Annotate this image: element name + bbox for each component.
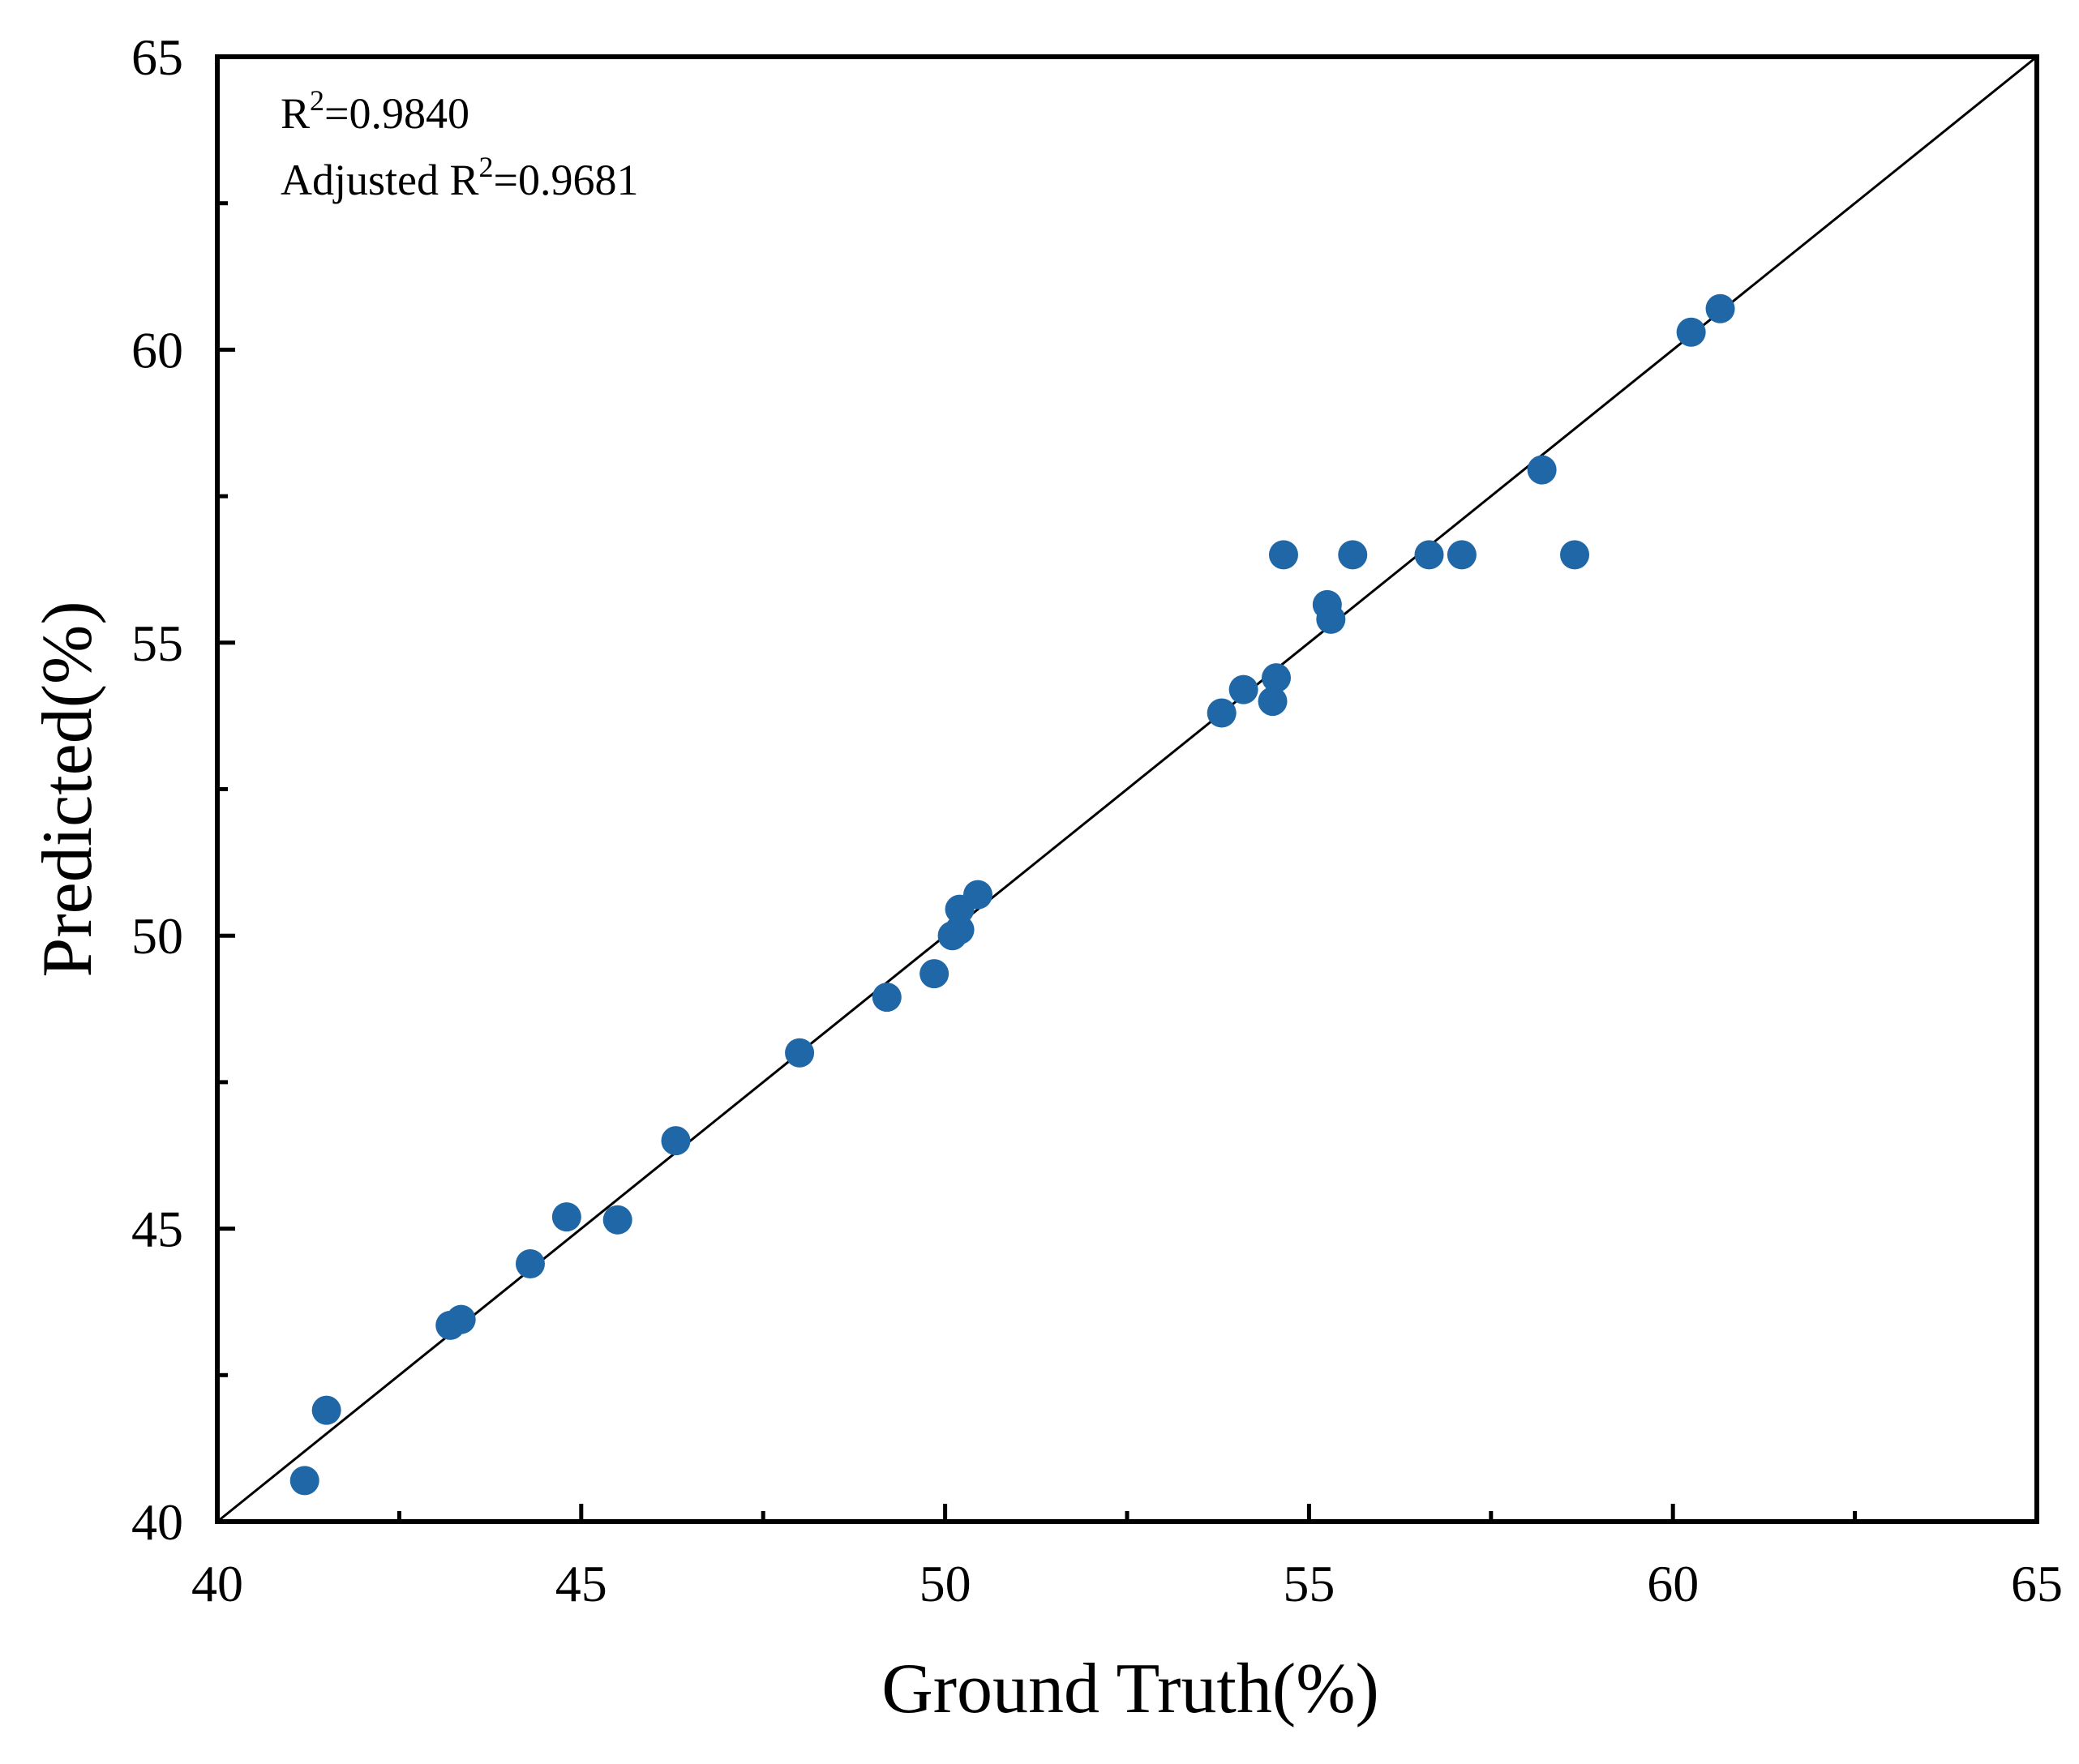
identity-line bbox=[216, 55, 2038, 1523]
data-point-9 bbox=[785, 1038, 815, 1068]
axis-labels: 40 45 50 55 60 65 40 45 50 55 60 65 Ground Truth(%) P… bbox=[28, 28, 2063, 1728]
plot-area bbox=[216, 55, 2038, 1523]
data-point-7 bbox=[602, 1205, 632, 1235]
y-tick-label: 65 bbox=[131, 28, 183, 86]
data-point-23 bbox=[1338, 540, 1368, 570]
data-point-4 bbox=[446, 1304, 476, 1334]
y-tick-label: 60 bbox=[131, 321, 183, 379]
data-point-22 bbox=[1316, 604, 1346, 634]
data-point-17 bbox=[1228, 674, 1258, 704]
data-point-24 bbox=[1414, 540, 1444, 570]
x-axis-title: Ground Truth(%) bbox=[881, 1650, 1379, 1728]
data-point-25 bbox=[1447, 540, 1477, 570]
y-tick-label: 50 bbox=[131, 907, 183, 965]
data-point-1 bbox=[289, 1466, 319, 1496]
y-tick-label: 40 bbox=[131, 1493, 183, 1551]
x-tick-label: 65 bbox=[2011, 1555, 2063, 1612]
y-tick-label: 55 bbox=[131, 614, 183, 672]
data-point-27 bbox=[1560, 540, 1590, 570]
x-tick-label: 40 bbox=[191, 1555, 243, 1612]
data-point-19 bbox=[1262, 663, 1292, 693]
y-tick-label: 45 bbox=[131, 1201, 183, 1258]
data-point-18 bbox=[1258, 687, 1288, 717]
data-point-8 bbox=[661, 1126, 691, 1156]
x-tick-label: 55 bbox=[1283, 1555, 1335, 1612]
data-point-20 bbox=[1268, 540, 1298, 570]
data-point-15 bbox=[962, 880, 992, 910]
data-point-11 bbox=[919, 959, 949, 989]
x-tick-label: 60 bbox=[1647, 1555, 1699, 1612]
data-point-5 bbox=[515, 1248, 545, 1278]
x-tick-label: 45 bbox=[555, 1555, 607, 1612]
data-point-26 bbox=[1527, 455, 1557, 485]
data-point-29 bbox=[1705, 293, 1735, 323]
data-point-2 bbox=[311, 1395, 341, 1425]
data-point-6 bbox=[551, 1202, 581, 1232]
data-point-28 bbox=[1676, 317, 1706, 347]
axis-ticks bbox=[215, 54, 2039, 1524]
annotation-1: R2=0.9840 bbox=[281, 84, 469, 138]
y-axis-title: Predicted(%) bbox=[28, 601, 107, 977]
x-tick-label: 50 bbox=[919, 1555, 971, 1612]
data-point-10 bbox=[872, 983, 902, 1013]
annotation-2: Adjusted R2=0.9681 bbox=[281, 151, 638, 204]
annotations: R2=0.9840 Adjusted R2=0.9681 bbox=[281, 84, 638, 204]
data-point-13 bbox=[945, 914, 975, 944]
data-point-16 bbox=[1207, 698, 1237, 728]
